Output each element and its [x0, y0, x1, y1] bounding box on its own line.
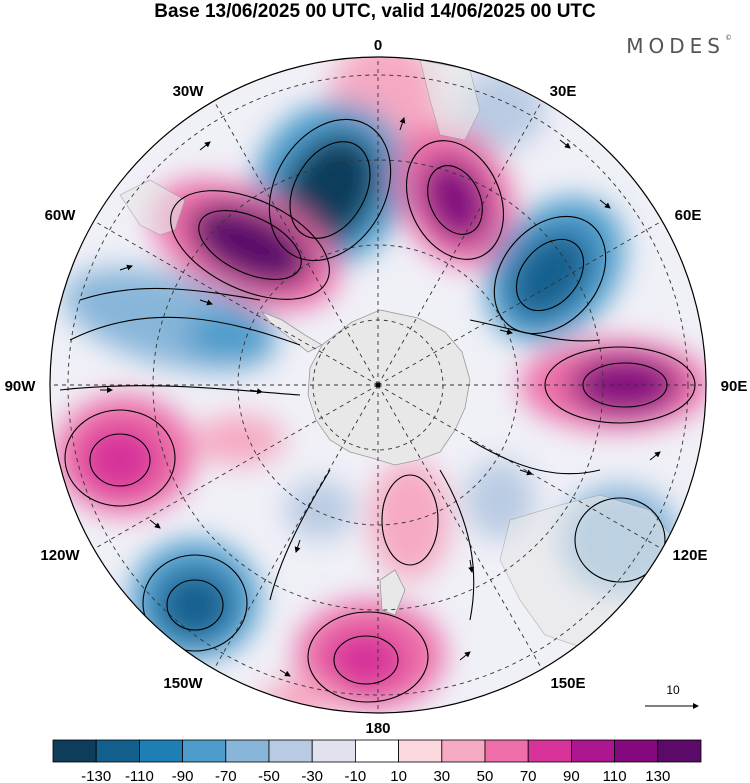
lon-label-90e: 90E [721, 378, 748, 395]
south-pole-marker [375, 382, 381, 388]
lon-label-30e: 30E [550, 83, 577, 100]
colorbar-box [138, 739, 183, 763]
colorbar-box [182, 739, 227, 763]
colorbar-tick-label: -70 [215, 768, 237, 783]
lon-label-60e: 60E [675, 207, 702, 224]
colorbar-box [354, 739, 399, 763]
colorbar-box [52, 739, 97, 763]
colorbar-box [614, 739, 659, 763]
colorbar-tick-label: -10 [345, 768, 367, 783]
logo-copyright: © [725, 34, 732, 42]
south-america [119, 179, 186, 236]
colorbar-box [398, 739, 443, 763]
lon-label-150e: 150E [550, 675, 585, 692]
antarctica [307, 309, 471, 466]
lon-label-90w: 90W [5, 378, 37, 395]
anomaly-blobs [55, 57, 706, 713]
colorbar-tick-label: 130 [645, 768, 670, 783]
graticule [50, 57, 706, 713]
colorbar-tick-label: -110 [125, 768, 154, 783]
colorbar-boxes [52, 739, 702, 763]
wind-arrows [100, 117, 661, 677]
colorbar-tick-label: -90 [172, 768, 194, 783]
colorbar-tick-label: 10 [390, 768, 407, 783]
colorbar-tick-label: -30 [301, 768, 323, 783]
streamlines [59, 118, 696, 703]
colorbar-box [657, 739, 702, 763]
modes-logo: MODES© [626, 34, 732, 58]
antarctic-peninsula [260, 311, 323, 353]
colorbar-tick-label: 50 [477, 768, 494, 783]
logo-text: MODES [626, 34, 725, 58]
colorbar-tick-label: 70 [520, 768, 537, 783]
anomaly-field [50, 57, 706, 713]
map-title: Base 13/06/2025 00 UTC, valid 14/06/2025… [154, 1, 596, 22]
colorbar-tick-label: 90 [563, 768, 580, 783]
colorbar-box [571, 739, 616, 763]
lon-label-120e: 120E [672, 547, 707, 564]
reference-vector-label: 10 [666, 683, 680, 697]
lon-label-30w: 30W [173, 83, 205, 100]
colorbar-labels: -130 -110 -90 -70 -50 -30 -10 10 30 50 70 90 110 130 [81, 768, 670, 783]
colorbar-tick-label: -130 [81, 768, 111, 783]
map-border [49, 56, 707, 714]
lon-label-120w: 120W [40, 547, 80, 564]
reference-vector: 10 [645, 683, 699, 709]
lon-label-60w: 60W [45, 207, 77, 224]
colorbar-box [484, 739, 529, 763]
colorbar-box [441, 739, 486, 763]
colorbar-box [225, 739, 270, 763]
new-zealand [379, 569, 406, 616]
lon-label-150w: 150W [163, 675, 203, 692]
colorbar-box [527, 739, 572, 763]
colorbar-tick-label: -50 [258, 768, 280, 783]
lon-label-0: 0 [374, 37, 382, 54]
colorbar-tick-label: 30 [433, 768, 450, 783]
colorbar-tick-label: 110 [603, 768, 627, 783]
polar-map: 0 30E 60E 90E 120E 150E 180 150W 120W 90… [5, 37, 748, 737]
colorbar-box [311, 739, 356, 763]
colorbar-box [268, 739, 313, 763]
lon-label-180: 180 [365, 720, 390, 737]
colorbar-box [95, 739, 140, 763]
